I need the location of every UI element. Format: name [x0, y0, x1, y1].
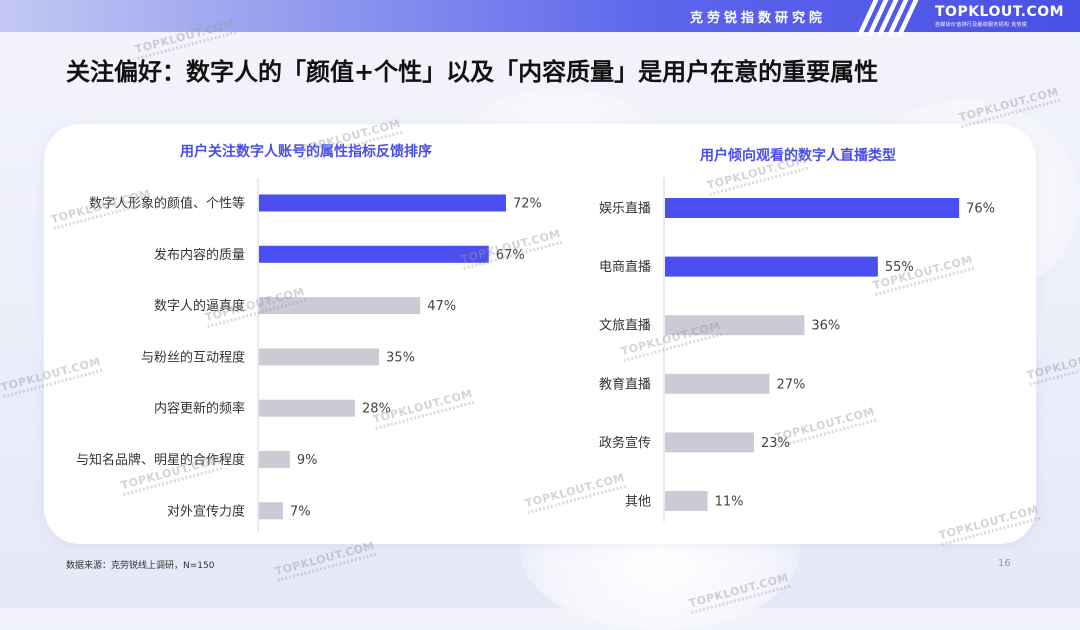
category-label: 文旅直播	[599, 319, 651, 334]
bar	[259, 399, 356, 417]
header-bar: 克劳锐指数研究院 TOPKLOUT.COM 自媒体价值排行及版权服务机构 克劳锐	[0, 0, 1080, 36]
value-label: 7%	[290, 504, 311, 519]
bar	[665, 198, 960, 218]
bar	[665, 432, 755, 453]
category-label: 对外宣传力度	[167, 503, 245, 519]
bar	[259, 194, 506, 212]
value-label: 72%	[513, 197, 542, 212]
page-number: 16	[998, 558, 1011, 569]
watermark: TOPKLOUT.COM	[274, 539, 378, 582]
bar	[259, 245, 489, 263]
chart-card	[44, 124, 1036, 544]
livestream-type-chart: 娱乐直播 76%电商直播 55%文旅直播 36%教育直播 27%政务宣传 23%其他 11%	[599, 178, 995, 522]
value-label: 76%	[966, 202, 995, 217]
decorative-stripes	[856, 0, 921, 36]
brand-logo: TOPKLOUT.COM 自媒体价值排行及版权服务机构 克劳锐	[935, 4, 1065, 30]
category-label: 内容更新的频率	[154, 401, 245, 417]
logo-subtitle: 自媒体价值排行及版权服务机构 克劳锐	[935, 21, 1055, 28]
bar	[665, 491, 708, 511]
value-label: 35%	[386, 350, 415, 365]
org-name: 克劳锐指数研究院	[690, 11, 827, 26]
attribute-feedback-chart: 数字人形象的颜值、个性等 72%发布内容的质量 67%数字人的逼真度 47%与粉丝的互…	[76, 178, 542, 532]
category-label: 其他	[625, 495, 651, 510]
logo-subtitle-text: 自媒体价值排行及版权服务机构	[935, 22, 1010, 28]
page-title: 关注偏好：数字人的「颜值+个性」以及「内容质量」是用户在意的重要属性	[66, 58, 879, 86]
logo-text: TOPKLOUT.COM	[935, 4, 1065, 20]
bar	[665, 373, 770, 394]
category-label: 政务宣传	[599, 435, 651, 451]
value-label: 9%	[297, 453, 318, 468]
category-label: 发布内容的质量	[154, 247, 245, 263]
category-label: 与粉丝的互动程度	[141, 349, 245, 365]
bar	[259, 348, 380, 366]
value-label: 47%	[427, 299, 456, 314]
bar	[259, 502, 284, 520]
logo-subtitle-cn: 克劳锐	[1011, 22, 1027, 28]
bar	[665, 256, 878, 277]
category-label: 教育直播	[599, 376, 651, 392]
value-label: 11%	[715, 495, 744, 510]
bar	[259, 451, 290, 468]
category-label: 娱乐直播	[599, 202, 651, 217]
data-source-note: 数据来源：克劳锐线上调研，N=150	[66, 561, 215, 571]
category-label: 电商直播	[599, 260, 651, 275]
value-label: 36%	[811, 319, 840, 334]
value-label: 27%	[776, 377, 805, 392]
